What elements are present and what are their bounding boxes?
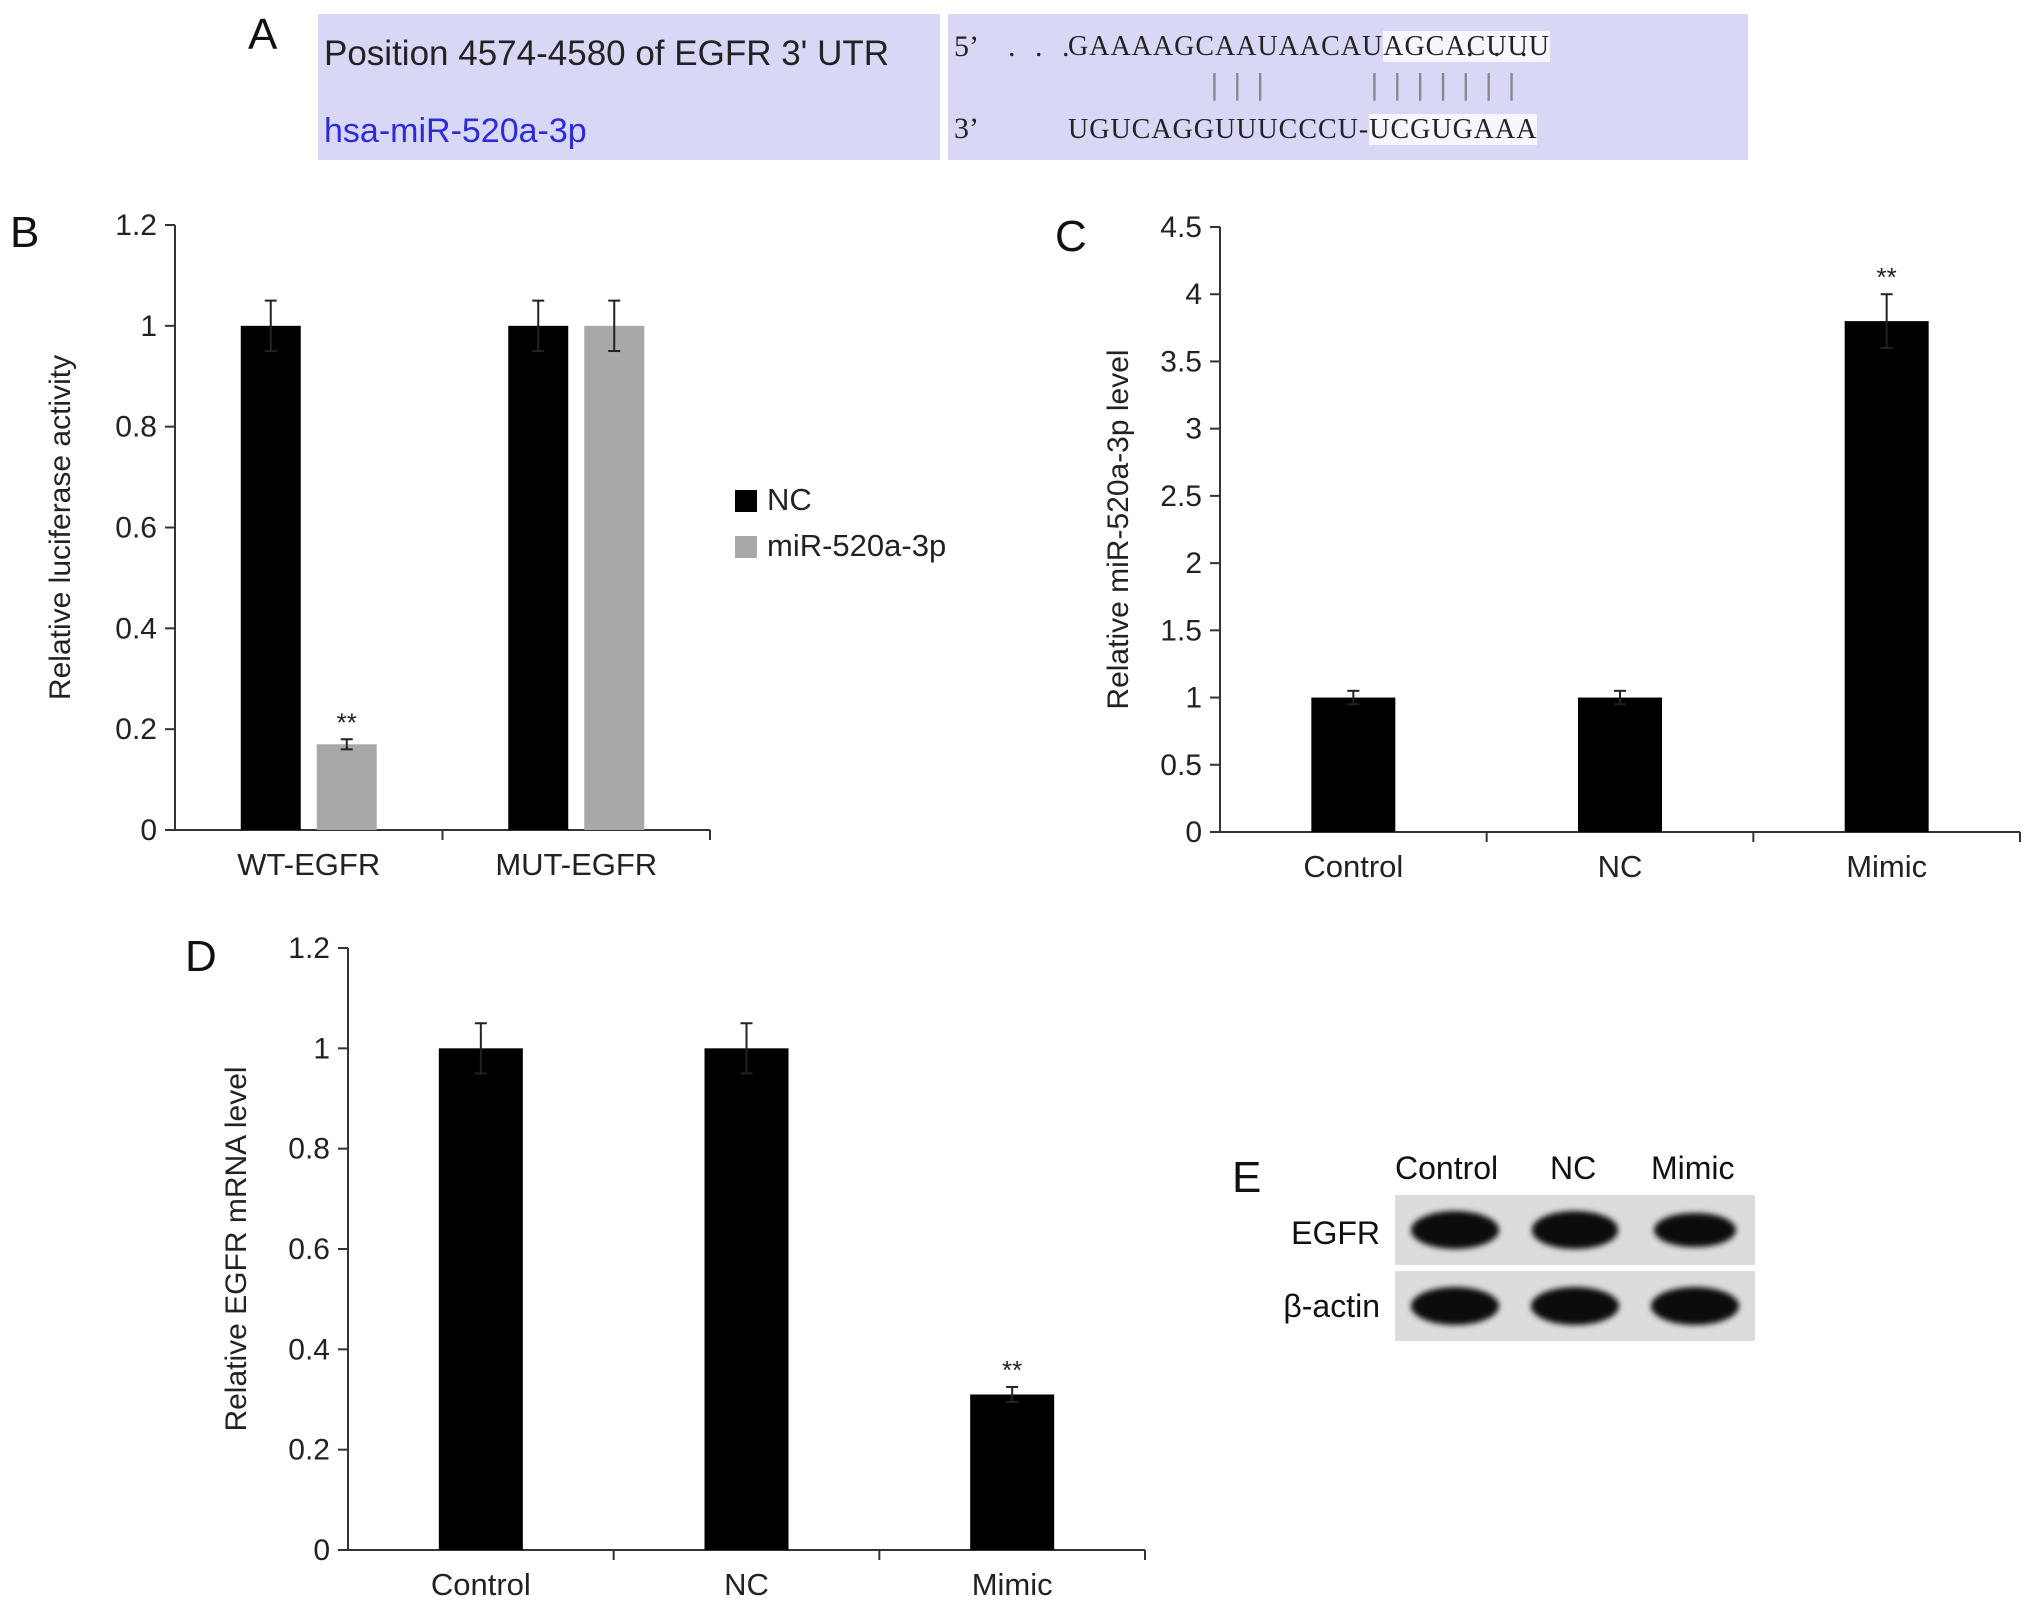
pairing-lines-1: |||	[1206, 68, 1275, 101]
y-tick-label: 0.8	[288, 1133, 330, 1166]
x-tick-label: NC	[1598, 849, 1643, 884]
x-tick-label: Control	[1303, 849, 1403, 884]
mir520a-level-chart: 0 0.5 1 1.5 2 2.5 3 3.5 4 4.5 Relative miR-520a-3p…	[1102, 211, 2021, 884]
blot-band	[1531, 1211, 1619, 1249]
y-tick-label: 4.5	[1160, 211, 1202, 244]
y-tick-label: 0	[1185, 816, 1202, 849]
y-tick-label: 0.5	[1160, 749, 1202, 782]
y-tick-label: 1.2	[288, 932, 330, 965]
y-tick-label: 3.5	[1160, 345, 1202, 378]
bar	[316, 744, 377, 830]
blot-band	[1411, 1287, 1499, 1325]
mirna-label: hsa-miR-520a-3p	[324, 112, 587, 150]
y-tick-label: 1	[140, 310, 157, 343]
mirna-sequence-a: UGUCAGGUUUCCCU-	[1068, 114, 1370, 145]
y-tick-label: 0.4	[115, 612, 157, 645]
egfr-mrna-chart: 0 0.2 0.4 0.6 0.8 1 1.2 Relative EGFR mRNA leve…	[220, 932, 1146, 1602]
bar	[970, 1394, 1055, 1550]
bar	[1578, 697, 1662, 832]
blot-row-label: β-actin	[1283, 1288, 1380, 1324]
y-axis-label: Relative EGFR mRNA level	[220, 1066, 253, 1431]
mirna-three-prime: 3’	[954, 112, 979, 145]
y-tick-label: 2	[1185, 547, 1202, 580]
x-tick-label: NC	[724, 1567, 769, 1602]
y-tick-label: 1.2	[115, 209, 157, 242]
bar	[704, 1048, 789, 1550]
y-tick-label: 0.6	[288, 1233, 330, 1266]
legend-label: miR-520a-3p	[767, 528, 946, 563]
utr-sequence: GAAAAGCAAUAACAUAGCACUUU	[1068, 31, 1550, 63]
significance-label: **	[337, 707, 357, 737]
utr-sequence-seed: AGCACUUU	[1383, 31, 1550, 62]
pairing-lines-2: |||||||	[1366, 68, 1527, 101]
sequence-label-box: Position 4574-4580 of EGFR 3' UTR hsa-mi…	[318, 14, 940, 160]
y-tick-label: 0.2	[288, 1434, 330, 1467]
y-axis-label: Relative miR-520a-3p level	[1102, 349, 1135, 709]
significance-label: **	[1002, 1355, 1022, 1385]
y-tick-label: 0.6	[115, 512, 157, 545]
blot-band	[1411, 1211, 1499, 1249]
y-tick-label: 2.5	[1160, 480, 1202, 513]
y-tick-label: 0.2	[115, 713, 157, 746]
bar	[1311, 697, 1396, 832]
luciferase-chart: 0 0.2 0.4 0.6 0.8 1 1.2 Relative luciferase act…	[44, 209, 946, 882]
y-tick-label: 1	[1185, 682, 1202, 715]
x-tick-label: Mimic	[972, 1567, 1053, 1602]
y-tick-label: 0.8	[115, 411, 157, 444]
legend-swatch	[735, 536, 757, 558]
blot-lane-label: NC	[1550, 1150, 1597, 1186]
western-blot: Control NC Mimic EGFR β-actin	[1283, 1150, 1755, 1345]
utr-five-prime: 5’	[954, 30, 979, 63]
y-tick-label: 0	[313, 1534, 330, 1567]
y-tick-label: 1	[313, 1032, 330, 1065]
blot-lane-label: Control	[1395, 1150, 1499, 1186]
panel-b-label: B	[10, 208, 40, 257]
blot-band	[1531, 1287, 1619, 1325]
sequence-box: 5’ . . . GAAAAGCAAUAACAUAGCACUUU . . . |…	[948, 14, 1748, 160]
utr-sequence-a: GAAAAGCAAUAACAU	[1068, 31, 1384, 62]
sequence-alignment: Position 4574-4580 of EGFR 3' UTR hsa-mi…	[318, 14, 1748, 160]
y-axis-label: Relative luciferase activity	[44, 355, 77, 700]
blot-band	[1651, 1287, 1739, 1325]
bar	[240, 325, 301, 830]
panel-c-label: C	[1055, 212, 1087, 261]
utr-suffix-dots: . . .	[1466, 30, 1534, 63]
blot-band	[1654, 1212, 1736, 1248]
significance-label: **	[1877, 262, 1897, 292]
legend-swatch	[735, 490, 757, 512]
bar	[584, 325, 645, 830]
y-tick-label: 4	[1185, 278, 1202, 311]
legend-label: NC	[767, 482, 812, 517]
mirna-sequence: UGUCAGGUUUCCCU-UCGUGAAA	[1068, 114, 1538, 146]
bar	[508, 325, 569, 830]
y-tick-label: 3	[1185, 413, 1202, 446]
panel-e-label: E	[1232, 1153, 1262, 1202]
x-tick-label: Mimic	[1846, 849, 1927, 884]
mirna-sequence-seed: UCGUGAAA	[1369, 114, 1538, 145]
bar	[1844, 321, 1929, 832]
blot-lane-label: Mimic	[1651, 1150, 1735, 1186]
x-tick-label: Control	[431, 1567, 531, 1602]
y-tick-label: 0.4	[288, 1333, 330, 1366]
blot-row-label: EGFR	[1291, 1215, 1380, 1251]
utr-prefix-dots: . . .	[1008, 30, 1076, 63]
panel-a-label: A	[248, 10, 278, 59]
x-tick-label: MUT-EGFR	[495, 847, 657, 882]
panel-d-label: D	[185, 932, 217, 981]
utr-position-label: Position 4574-4580 of EGFR 3' UTR	[324, 34, 890, 73]
y-tick-label: 0	[140, 814, 157, 847]
x-tick-label: WT-EGFR	[237, 847, 380, 882]
y-tick-label: 1.5	[1160, 614, 1202, 647]
bar	[438, 1048, 523, 1550]
